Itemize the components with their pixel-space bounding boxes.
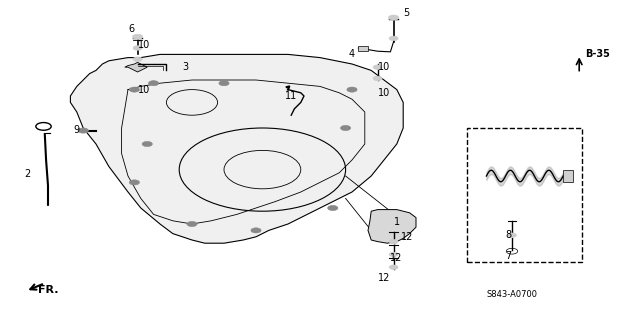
Circle shape	[373, 65, 382, 69]
Circle shape	[129, 87, 140, 92]
Circle shape	[219, 81, 229, 86]
Text: 9: 9	[74, 124, 80, 135]
Circle shape	[389, 239, 398, 244]
Text: 1: 1	[394, 217, 400, 228]
Text: 7: 7	[506, 251, 512, 261]
Text: FR.: FR.	[38, 284, 59, 295]
Circle shape	[340, 125, 351, 131]
Circle shape	[133, 46, 142, 50]
Circle shape	[389, 36, 398, 41]
Circle shape	[389, 252, 398, 257]
Text: 10: 10	[378, 62, 390, 72]
Text: 11: 11	[285, 91, 297, 101]
Polygon shape	[358, 46, 368, 51]
Text: 10: 10	[138, 40, 150, 50]
Text: 5: 5	[403, 8, 410, 18]
FancyBboxPatch shape	[467, 128, 582, 262]
Text: 12: 12	[390, 252, 403, 263]
Circle shape	[328, 205, 338, 211]
Circle shape	[508, 233, 516, 237]
Circle shape	[388, 15, 399, 20]
Circle shape	[133, 57, 142, 61]
Text: 6: 6	[128, 24, 134, 34]
Circle shape	[251, 228, 261, 233]
Circle shape	[389, 265, 398, 269]
Circle shape	[347, 87, 357, 92]
Text: 4: 4	[349, 49, 355, 60]
Polygon shape	[368, 210, 416, 243]
Polygon shape	[70, 54, 403, 243]
Text: 3: 3	[182, 62, 189, 72]
Text: 2: 2	[24, 169, 31, 180]
Text: 10: 10	[138, 84, 150, 95]
Circle shape	[78, 128, 88, 133]
Text: B-35: B-35	[586, 49, 611, 60]
Circle shape	[132, 34, 143, 39]
Text: 8: 8	[506, 230, 512, 240]
Circle shape	[373, 76, 382, 81]
Circle shape	[142, 141, 152, 147]
Circle shape	[129, 180, 140, 185]
Text: 10: 10	[378, 88, 390, 98]
Text: 12: 12	[401, 232, 413, 242]
Circle shape	[148, 81, 159, 86]
Circle shape	[187, 221, 197, 227]
Text: 12: 12	[378, 273, 390, 284]
Polygon shape	[563, 170, 573, 182]
Polygon shape	[125, 62, 147, 72]
Text: S843-A0700: S843-A0700	[486, 290, 538, 299]
